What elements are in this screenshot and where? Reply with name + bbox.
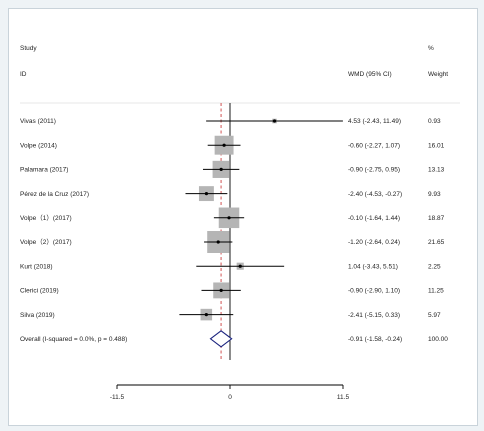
point-estimate xyxy=(227,216,231,220)
study-weight: 11.25 xyxy=(428,288,444,295)
study-label: Volpe（1）(2017) xyxy=(20,214,72,222)
study-label: Pérez de la Cruz (2017) xyxy=(20,191,89,198)
overall-ci-text: -0.91 (-1.58, -0.24) xyxy=(348,336,402,343)
study-ci-text: -0.90 (-2.90, 1.10) xyxy=(348,288,400,295)
overall-label: Overall (I-squared = 0.0%, p = 0.488) xyxy=(20,336,127,343)
point-estimate xyxy=(216,240,220,244)
x-tick-label: -11.5 xyxy=(110,394,125,401)
header-weight: Weight xyxy=(428,71,448,78)
x-tick-label: 11.5 xyxy=(337,394,350,401)
point-estimate xyxy=(204,192,209,196)
point-estimate xyxy=(219,167,223,171)
study-weight: 2.25 xyxy=(428,263,441,270)
study-ci-text: 1.04 (-3.43, 5.51) xyxy=(348,263,398,270)
overall-weight: 100.00 xyxy=(428,336,448,343)
header-wmd: WMD (95% CI) xyxy=(348,71,392,78)
study-weight: 9.93 xyxy=(428,191,441,198)
study-weight: 13.13 xyxy=(428,167,445,174)
study-label: Vivas (2011) xyxy=(20,118,56,125)
study-weight: 21.65 xyxy=(428,239,445,246)
study-label: Palamara (2017) xyxy=(20,167,68,174)
point-estimate xyxy=(272,119,277,123)
header-percent: % xyxy=(428,45,434,52)
study-ci-text: -0.10 (-1.64, 1.44) xyxy=(348,215,400,222)
study-label: Kurt (2018) xyxy=(20,263,53,270)
study-weight: 0.93 xyxy=(428,118,441,125)
overall-diamond xyxy=(209,330,233,348)
x-tick-label: 0 xyxy=(228,394,232,401)
point-estimate xyxy=(219,288,223,292)
study-weight: 16.01 xyxy=(428,142,445,149)
study-weight: 18.87 xyxy=(428,215,445,222)
study-label: Silva (2019) xyxy=(20,312,55,319)
x-axis: -11.5 0 11.5 xyxy=(110,384,350,401)
study-ci-text: -1.20 (-2.64, 0.24) xyxy=(348,239,400,246)
plot-panel xyxy=(8,8,478,426)
point-estimate xyxy=(204,313,208,317)
study-weight: 5.97 xyxy=(428,312,441,319)
study-label: Clerici (2019) xyxy=(20,288,59,295)
study-label: Volpe（2）(2017) xyxy=(20,238,72,246)
study-ci-text: -0.60 (-2.27, 1.07) xyxy=(348,142,400,149)
study-ci-text: 4.53 (-2.43, 11.49) xyxy=(348,118,401,125)
point-estimate xyxy=(222,143,226,147)
header-id: ID xyxy=(20,71,27,78)
header-study: Study xyxy=(20,45,37,52)
study-ci-text: -2.40 (-4.53, -0.27) xyxy=(348,191,402,198)
study-ci-text: -0.90 (-2.75, 0.95) xyxy=(348,167,400,174)
study-rows: Vivas (2011) 4.53 (-2.43, 11.49) 0.93 Volpe… xyxy=(20,103,448,360)
study-label: Volpe (2014) xyxy=(20,142,57,149)
point-estimate xyxy=(238,264,242,268)
study-ci-text: -2.41 (-5.15, 0.33) xyxy=(348,312,400,319)
